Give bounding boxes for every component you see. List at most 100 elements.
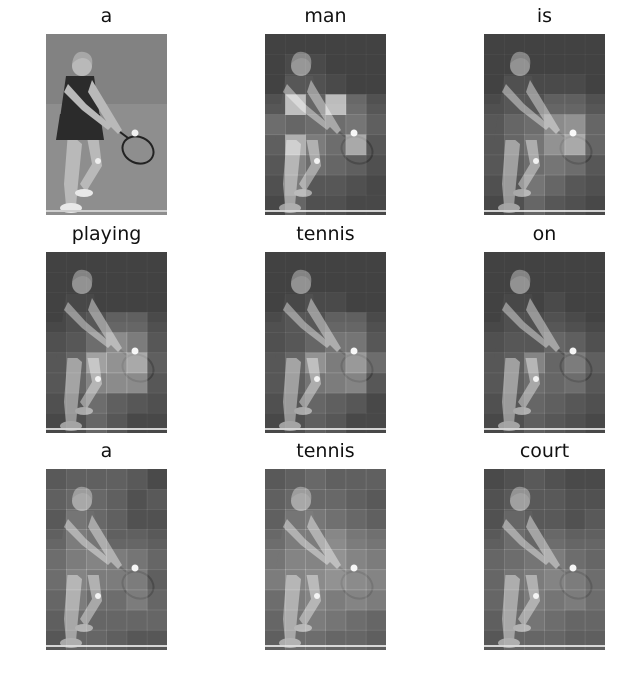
attention-cell	[285, 352, 306, 374]
attention-cell	[66, 352, 87, 374]
attention-cell	[365, 352, 386, 374]
attention-cell	[544, 114, 566, 136]
attention-cell	[265, 252, 286, 273]
attention-cell	[524, 54, 545, 75]
attention-cell	[106, 252, 128, 273]
attention-cell	[305, 609, 326, 631]
attention-cell	[584, 332, 605, 354]
attention-cell	[504, 352, 525, 374]
attention-cell	[325, 469, 347, 490]
attention-cell	[365, 292, 386, 313]
attention-cell	[86, 469, 107, 490]
attention-cell	[544, 34, 566, 55]
attention-cell	[345, 509, 367, 530]
attention-cell	[325, 292, 347, 313]
attention-cell	[345, 412, 367, 433]
attention-cell	[504, 609, 525, 631]
attention-cell	[504, 489, 525, 510]
attention-cell	[504, 272, 525, 293]
attention-cell	[504, 74, 525, 95]
attention-cell	[106, 589, 128, 611]
attention-cell	[305, 292, 326, 313]
attention-cell	[504, 312, 525, 333]
attention-cell	[265, 194, 286, 215]
attention-cell	[365, 372, 386, 394]
attention-image	[46, 469, 167, 650]
attention-cell	[345, 134, 367, 156]
attention-cell	[285, 569, 306, 591]
attention-cell	[544, 332, 566, 354]
attention-cell	[106, 509, 128, 530]
attention-cell	[524, 489, 545, 510]
attention-cell	[544, 174, 566, 196]
attention-cell	[365, 609, 386, 631]
attention-cell	[544, 94, 566, 115]
attention-cell	[265, 174, 286, 196]
attention-cell	[66, 489, 87, 510]
attention-cell	[564, 469, 586, 490]
attention-cell	[345, 392, 367, 414]
attention-cell	[146, 272, 167, 293]
attention-cell	[564, 509, 586, 530]
attention-cell	[584, 392, 605, 414]
attention-cell	[285, 332, 306, 354]
attention-cell	[504, 372, 525, 394]
attention-cell	[146, 569, 167, 591]
attention-cell	[265, 489, 286, 510]
attention-cell	[484, 174, 505, 196]
attention-cell	[146, 292, 167, 313]
tennis-player-photo	[484, 34, 605, 215]
attention-cell	[544, 609, 566, 631]
attention-cell	[345, 609, 367, 631]
attention-cell	[584, 609, 605, 631]
attention-cell	[66, 392, 87, 414]
panel-word-label: playing	[71, 223, 142, 245]
attention-cell	[46, 609, 67, 631]
attention-cell	[325, 312, 347, 333]
attention-cell	[484, 509, 505, 530]
attention-cell	[86, 529, 107, 550]
attention-cell	[66, 469, 87, 490]
attention-cell	[86, 252, 107, 273]
attention-cell	[544, 272, 566, 293]
attention-cell	[544, 74, 566, 95]
attention-cell	[325, 372, 347, 394]
tennis-player-photo	[46, 34, 167, 215]
attention-cell	[305, 94, 326, 115]
attention-cell	[285, 489, 306, 510]
panel-word-label: is	[536, 5, 553, 27]
attention-cell	[365, 489, 386, 510]
panel-word-label: tennis	[296, 440, 355, 462]
attention-cell	[46, 469, 67, 490]
attention-cell	[325, 569, 347, 591]
attention-cell	[484, 332, 505, 354]
attention-cell	[66, 412, 87, 433]
attention-cell	[365, 252, 386, 273]
attention-cell	[146, 312, 167, 333]
attention-cell	[265, 332, 286, 354]
attention-cell	[325, 194, 347, 215]
attention-cell	[584, 154, 605, 176]
attention-cell	[504, 54, 525, 75]
attention-cell	[544, 372, 566, 394]
attention-cell	[325, 609, 347, 631]
attention-cell	[564, 569, 586, 591]
attention-cell	[365, 589, 386, 611]
panel-word-label: tennis	[296, 223, 355, 245]
attention-cell	[265, 569, 286, 591]
attention-cell	[524, 352, 545, 374]
attention-cell	[325, 154, 347, 176]
attention-cell	[584, 489, 605, 510]
attention-cell	[325, 272, 347, 293]
attention-cell	[524, 312, 545, 333]
attention-image	[484, 34, 605, 215]
attention-cell	[504, 292, 525, 313]
attention-cell	[325, 529, 347, 550]
attention-cell	[305, 54, 326, 75]
attention-cell	[564, 589, 586, 611]
attention-cell	[564, 134, 586, 156]
attention-cell	[146, 549, 167, 571]
attention-cell	[365, 272, 386, 293]
attention-cell	[504, 114, 525, 136]
attention-cell	[524, 412, 545, 433]
